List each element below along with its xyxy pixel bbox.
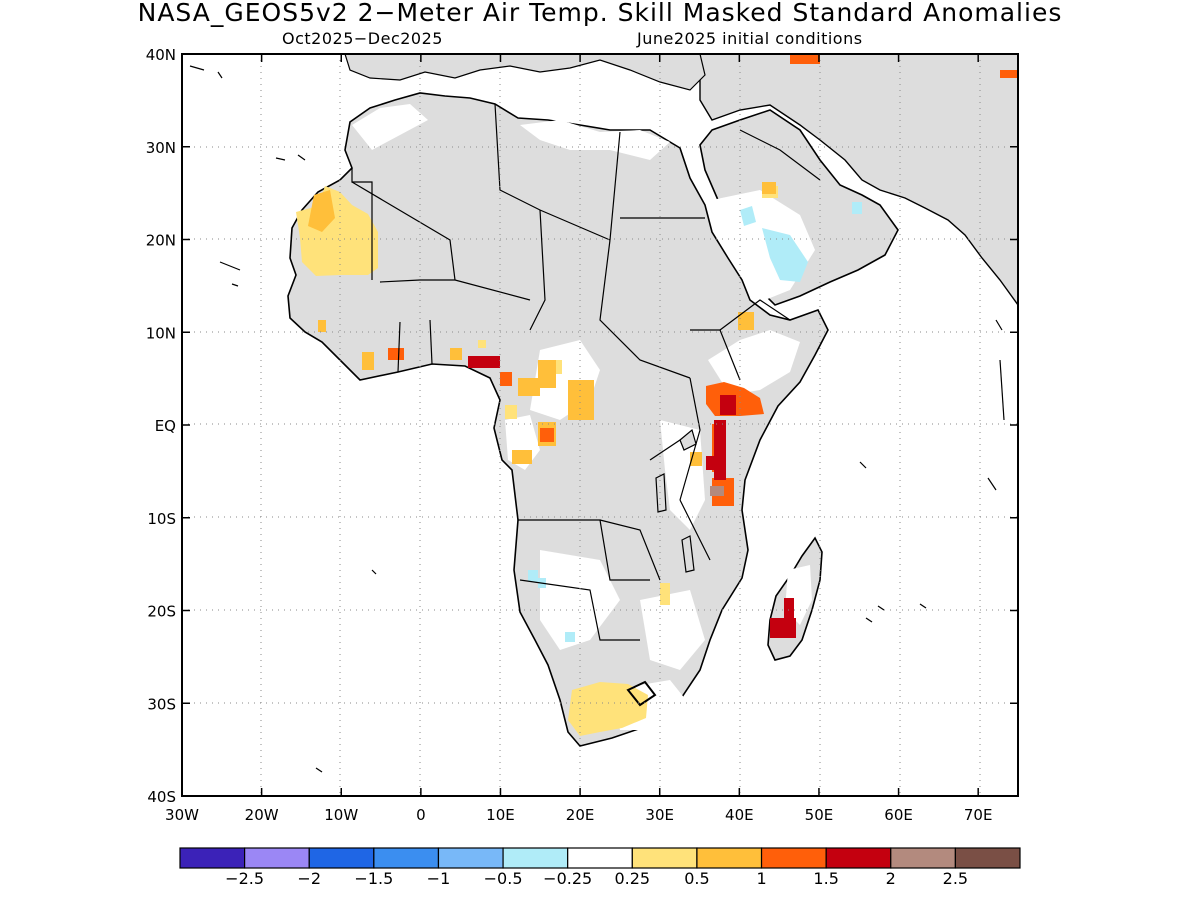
colorbar: −2.5 −2 −1.5 −1 −0.5 −0.25 0.25 0.5 1 1.5 2 2.5 <box>179 847 1021 888</box>
colorbar-swatch <box>631 847 698 869</box>
gridlines <box>182 54 1018 796</box>
colorbar-swatch <box>179 847 246 869</box>
lon-tick-label: 10W <box>324 806 358 824</box>
lon-tick-label: 20E <box>566 806 595 824</box>
colorbar-label: −1 <box>427 869 451 888</box>
africa-landmass <box>287 92 829 747</box>
colorbar-swatch <box>308 847 375 869</box>
colorbar-label: 0.5 <box>684 869 709 888</box>
lakes <box>655 428 697 573</box>
lon-tick-label: 30W <box>165 806 199 824</box>
map-subtitle-period: Oct2025−Dec2025 <box>282 29 443 48</box>
map-subtitle-init: June2025 initial conditions <box>637 29 863 48</box>
lat-tick-label: 30N <box>146 139 176 157</box>
lesotho-border <box>626 680 657 707</box>
colorbar-label: 1.5 <box>813 869 838 888</box>
map-content <box>182 54 1018 796</box>
lat-tick-label: 40N <box>146 46 176 64</box>
islands <box>189 65 1005 773</box>
colorbar-label: 2 <box>886 869 896 888</box>
colorbar-label: −1.5 <box>354 869 393 888</box>
europe-landmass <box>344 54 706 91</box>
lon-tick-label: 30E <box>645 806 674 824</box>
colorbar-swatch <box>244 847 310 869</box>
colorbar-label: −0.5 <box>484 869 523 888</box>
lat-tick-label: 10N <box>146 324 176 342</box>
lat-tick-label: EQ <box>155 417 176 435</box>
colorbar-swatch <box>567 847 633 869</box>
anomaly-0.5-1-patches <box>308 182 790 636</box>
anomaly-1.5-2-patches <box>468 356 796 638</box>
lon-tick-label: 0 <box>416 806 426 824</box>
colorbar-label: −0.25 <box>543 869 592 888</box>
colorbar-swatch <box>502 847 569 869</box>
colorbar-swatch <box>890 847 956 869</box>
middle-east-landmass <box>699 54 1018 307</box>
colorbar-label: −2 <box>297 869 321 888</box>
map-title: NASA_GEOS5v2 2−Meter Air Temp. Skill Mas… <box>137 0 1063 27</box>
longitude-axis: 30W 20W 10W 0 10E 20E 30E 40E 50E 60E 70E <box>165 54 992 824</box>
colorbar-swatch <box>760 847 827 869</box>
lon-tick-label: 20W <box>245 806 279 824</box>
country-borders <box>351 103 821 641</box>
negative-anomaly-patches <box>528 202 862 642</box>
colorbar-swatch <box>825 847 892 869</box>
latitude-axis: 40N 30N 20N 10N EQ 10S 20S 30S 40S <box>146 46 1018 806</box>
lon-tick-label: 40E <box>725 806 754 824</box>
colorbar-swatch <box>373 847 440 869</box>
colorbar-label: 2.5 <box>943 869 968 888</box>
lat-tick-label: 20N <box>146 232 176 250</box>
lat-tick-label: 40S <box>147 788 176 806</box>
lon-tick-label: 70E <box>964 806 993 824</box>
lat-tick-label: 10S <box>147 510 176 528</box>
anomaly-2-2.5-patches <box>710 486 724 496</box>
lon-tick-label: 10E <box>486 806 515 824</box>
colorbar-label: 0.25 <box>614 869 650 888</box>
colorbar-label: 1 <box>756 869 766 888</box>
colorbar-label: −2.5 <box>225 869 264 888</box>
colorbar-swatch <box>954 847 1021 869</box>
colorbar-swatch <box>696 847 763 869</box>
colorbar-swatch <box>437 847 504 869</box>
lat-tick-label: 20S <box>147 603 176 621</box>
lon-tick-label: 50E <box>805 806 834 824</box>
lat-tick-label: 30S <box>147 695 176 713</box>
lon-tick-label: 60E <box>884 806 913 824</box>
